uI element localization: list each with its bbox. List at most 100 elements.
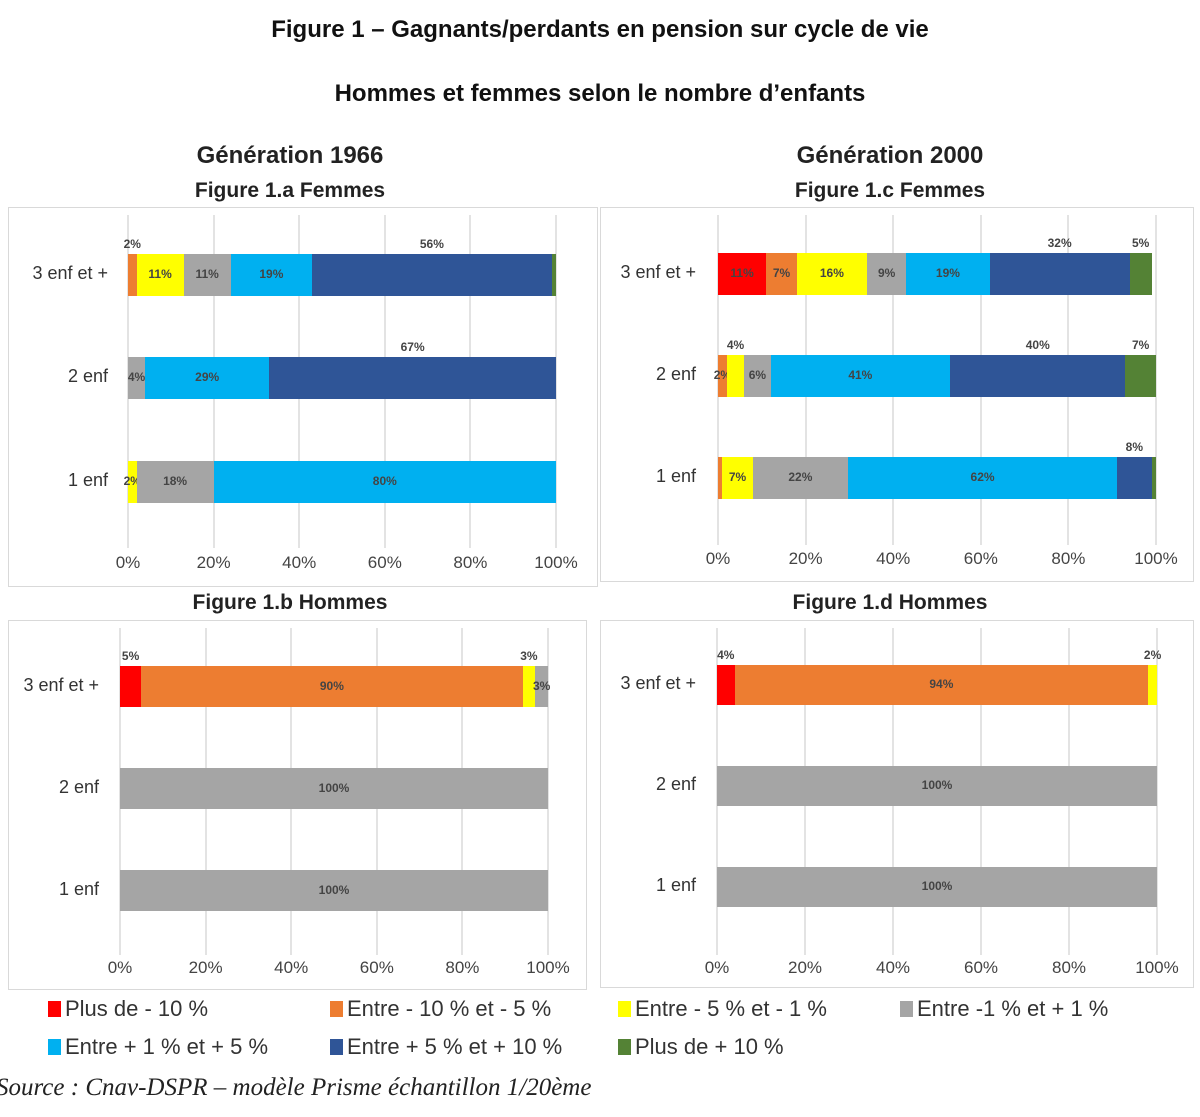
bar-segment <box>120 870 548 911</box>
legend-item: Entre + 5 % et + 10 % <box>330 1034 562 1060</box>
category-label: 2 enf <box>655 774 696 794</box>
figure-title: Figure 1 – Gagnants/perdants en pension … <box>271 16 929 43</box>
bar-segment <box>145 357 270 399</box>
data-label: 100% <box>921 778 953 792</box>
data-label: 7% <box>728 470 747 484</box>
x-tick-label: 40% <box>875 958 911 977</box>
bar-segment <box>120 666 142 707</box>
x-tick-label: 100% <box>526 958 570 977</box>
category-label: 2 enf <box>58 776 99 797</box>
chart-title-1d: Figure 1.d Hommes <box>792 591 988 614</box>
x-tick-label: 100% <box>1135 958 1179 977</box>
bar-segment <box>718 355 727 397</box>
x-tick-label: 0% <box>115 553 141 572</box>
legend-item: Entre -1 % et + 1 % <box>900 996 1108 1022</box>
bar-segment <box>866 253 907 295</box>
x-tick-label: 40% <box>876 549 911 568</box>
x-tick-label: 40% <box>282 553 317 572</box>
bar-segment <box>141 666 523 707</box>
legend-label: Entre -1 % et + 1 % <box>917 996 1109 1021</box>
category-label: 1 enf <box>655 466 696 486</box>
data-label: 11% <box>148 267 172 281</box>
legend-item: Entre - 10 % et - 5 % <box>330 996 551 1022</box>
data-label: 2% <box>713 368 732 382</box>
legend-item: Entre - 5 % et - 1 % <box>618 996 827 1022</box>
x-tick-label: 60% <box>963 958 999 977</box>
category-label: 3 enf et + <box>32 263 108 283</box>
data-label: 5% <box>1131 236 1150 250</box>
category-label: 1 enf <box>655 875 696 895</box>
data-label: 100% <box>318 780 350 795</box>
data-label: 32% <box>1047 236 1072 250</box>
data-label: 9% <box>877 266 896 280</box>
bar-segment <box>136 254 184 296</box>
data-label: 4% <box>717 648 735 662</box>
bar-segment <box>722 457 753 499</box>
bar-segment <box>906 253 990 295</box>
legend-label: Plus de + 10 % <box>635 1034 784 1059</box>
gridline <box>1155 215 1157 545</box>
legend-swatch <box>48 1001 61 1017</box>
data-label: 7% <box>1131 338 1150 352</box>
category-label: 3 enf et + <box>23 674 99 695</box>
bar-segment <box>230 254 313 296</box>
x-tick-label: 0% <box>704 958 730 977</box>
category-label: 2 enf <box>655 364 696 384</box>
legend-item: Plus de - 10 % <box>48 996 208 1022</box>
bar-segment <box>213 461 556 503</box>
data-label: 19% <box>259 267 284 281</box>
legend-label: Entre - 5 % et - 1 % <box>635 996 827 1021</box>
bar-segment <box>136 461 214 503</box>
bar-segment <box>1125 355 1156 397</box>
chart-title-1c: Figure 1.c Femmes <box>794 179 986 202</box>
bar-segment <box>718 457 723 499</box>
figure-subtitle: Hommes et femmes selon le nombre d’enfan… <box>334 80 866 107</box>
data-label: 11% <box>195 267 219 281</box>
bar-segment <box>796 253 867 295</box>
bar-segment <box>717 766 1157 806</box>
x-tick-label: 80% <box>453 553 488 572</box>
legend-label: Entre + 5 % et + 10 % <box>347 1034 563 1059</box>
data-label: 62% <box>970 470 995 484</box>
legend-swatch <box>48 1039 61 1055</box>
generation-1966-heading: Génération 1966 <box>196 142 384 169</box>
data-label: 6% <box>748 368 767 382</box>
data-label: 11% <box>730 266 754 280</box>
data-label: 94% <box>929 677 954 691</box>
data-label: 4% <box>127 370 146 384</box>
x-tick-label: 80% <box>1051 958 1087 977</box>
chart-title-1b: Figure 1.b Hommes <box>192 591 388 614</box>
x-tick-label: 80% <box>1051 549 1086 568</box>
legend-label: Entre + 1 % et + 5 % <box>65 1034 269 1059</box>
bar-segment <box>717 665 735 705</box>
legend-label: Entre - 10 % et - 5 % <box>347 996 552 1021</box>
bar-segment <box>120 768 548 809</box>
x-tick-label: 20% <box>788 549 823 568</box>
legend-swatch <box>330 1001 343 1017</box>
x-tick-label: 100% <box>534 553 578 572</box>
x-tick-label: 60% <box>963 549 998 568</box>
bar-segment <box>269 357 556 399</box>
bar-segment <box>128 461 137 503</box>
bar-segment <box>717 867 1157 907</box>
bar-segment <box>734 665 1149 705</box>
bar-segment <box>726 355 745 397</box>
gridline <box>1156 628 1158 955</box>
x-tick-label: 60% <box>367 553 402 572</box>
legend-item: Plus de + 10 % <box>618 1034 784 1060</box>
data-label: 90% <box>319 678 344 693</box>
legend-item: Entre + 1 % et + 5 % <box>48 1034 268 1060</box>
bar-segment <box>522 666 536 707</box>
data-label: 3% <box>532 678 551 693</box>
data-label: 100% <box>318 882 350 897</box>
source-note: Source : Cnav-DSPR – modèle Prisme échan… <box>0 1074 592 1101</box>
bar-segment <box>1148 665 1157 705</box>
bar-segment <box>1116 457 1152 499</box>
legend-swatch <box>618 1039 631 1055</box>
bar-segment <box>312 254 552 296</box>
bar-segment <box>128 357 146 399</box>
legend-swatch <box>330 1039 343 1055</box>
x-tick-label: 40% <box>274 958 309 977</box>
data-label: 16% <box>819 266 844 280</box>
